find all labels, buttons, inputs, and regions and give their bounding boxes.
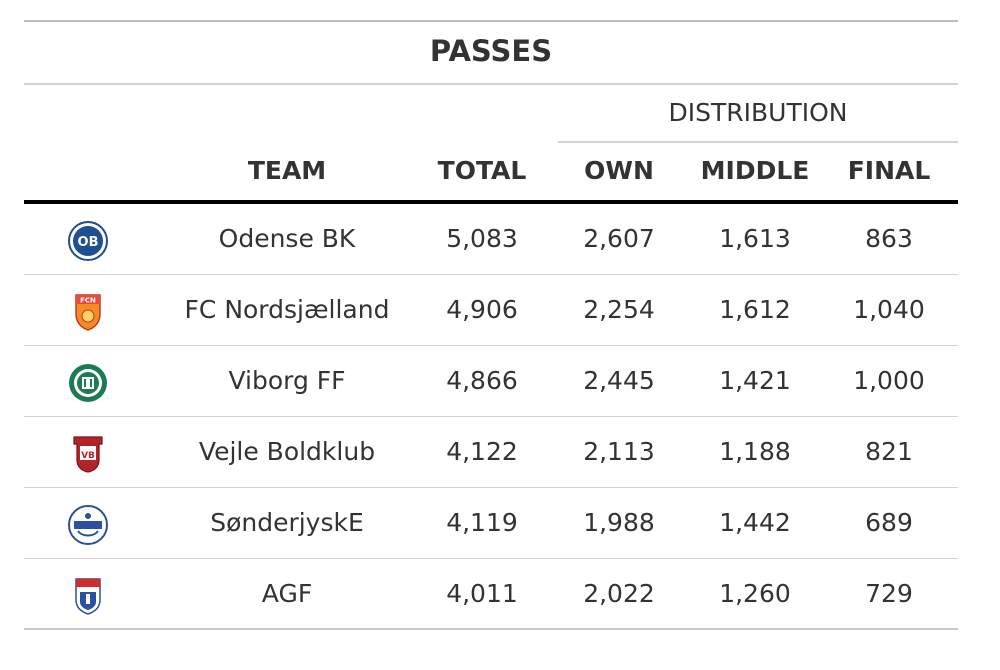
own-value: 2,113	[583, 437, 655, 466]
middle-value: 1,188	[719, 437, 791, 466]
team-name: AGF	[261, 579, 313, 608]
final-value: 821	[865, 437, 913, 466]
row-rule	[24, 487, 958, 488]
middle-value: 1,442	[719, 508, 791, 537]
total-value: 4,866	[446, 366, 518, 395]
final-value: 729	[865, 579, 913, 608]
total-value: 4,906	[446, 295, 518, 324]
svg-text:FCN: FCN	[80, 297, 96, 305]
middle-value: 1,421	[719, 366, 791, 395]
total-value: 4,119	[446, 508, 518, 537]
svg-text:VB: VB	[81, 451, 95, 461]
col-header-middle: MIDDLE	[700, 156, 810, 185]
table-row: VB Vejle Boldklub 4,122 2,113 1,188 821	[24, 417, 958, 488]
own-value: 1,988	[583, 508, 655, 537]
final-value: 1,000	[853, 366, 925, 395]
col-header-final: FINAL	[847, 156, 931, 185]
viborg-ff-crest-icon	[69, 364, 107, 402]
col-header-team: TEAM	[247, 156, 327, 185]
vejle-boldklub-crest-icon: VB	[73, 436, 103, 473]
sonderjyske-crest-icon	[68, 505, 108, 545]
middle-value: 1,612	[719, 295, 791, 324]
row-rule	[24, 274, 958, 275]
team-name: FC Nordsjælland	[184, 295, 390, 324]
final-value: 1,040	[853, 295, 925, 324]
table-row: SønderjyskE 4,119 1,988 1,442 689	[24, 488, 958, 559]
team-name: Viborg FF	[228, 366, 346, 395]
team-name: Vejle Boldklub	[198, 437, 376, 466]
team-name: Odense BK	[218, 224, 356, 253]
row-rule	[24, 345, 958, 346]
distribution-spanner: DISTRIBUTION	[668, 98, 848, 127]
row-rule	[24, 558, 958, 559]
agf-crest-icon	[75, 578, 101, 615]
col-header-own: OWN	[584, 156, 654, 185]
fc-nordsjaelland-crest-icon: FCN	[75, 294, 101, 331]
table-row: AGF 4,011 2,022 1,260 729	[24, 559, 958, 630]
final-value: 689	[865, 508, 913, 537]
svg-text:OB: OB	[78, 235, 99, 250]
bottom-rule	[24, 628, 958, 630]
own-value: 2,445	[583, 366, 655, 395]
spanner-rule	[558, 141, 958, 143]
table-row: FCN FC Nordsjælland 4,906 2,254 1,612 1,…	[24, 275, 958, 346]
table-row: Viborg FF 4,866 2,445 1,421 1,000	[24, 346, 958, 417]
odense-bk-crest-icon: OB	[68, 221, 108, 261]
middle-value: 1,260	[719, 579, 791, 608]
table-title: PASSES	[429, 34, 553, 68]
top-rule	[24, 20, 958, 22]
own-value: 2,254	[583, 295, 655, 324]
team-name: SønderjyskE	[210, 508, 364, 537]
final-value: 863	[865, 224, 913, 253]
total-value: 5,083	[446, 224, 518, 253]
total-value: 4,011	[446, 579, 518, 608]
own-value: 2,607	[583, 224, 655, 253]
col-header-total: TOTAL	[437, 156, 527, 185]
own-value: 2,022	[583, 579, 655, 608]
header-rule	[24, 200, 958, 204]
table-row: OB Odense BK 5,083 2,607 1,613 863	[24, 204, 958, 275]
total-value: 4,122	[446, 437, 518, 466]
middle-value: 1,613	[719, 224, 791, 253]
row-rule	[24, 416, 958, 417]
title-rule	[24, 83, 958, 85]
